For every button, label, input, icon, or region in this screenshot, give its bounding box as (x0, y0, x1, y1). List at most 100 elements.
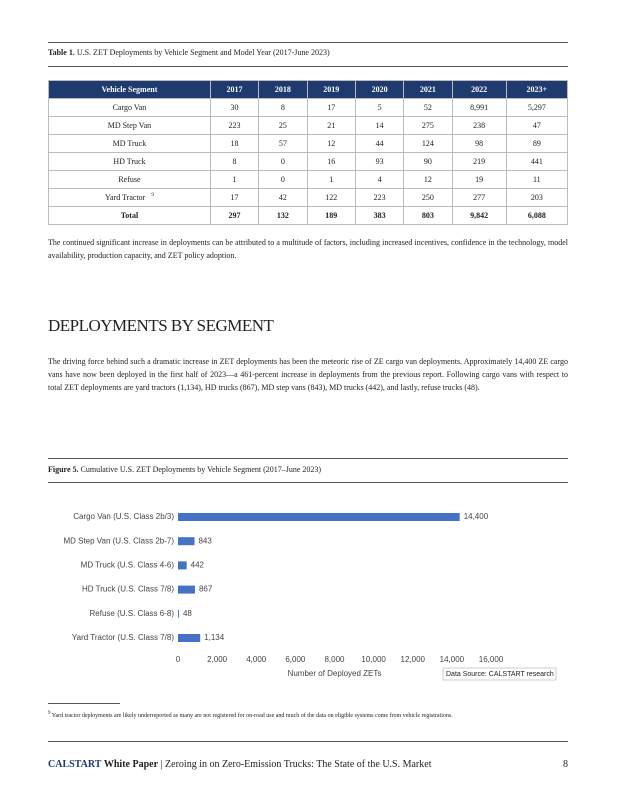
value-label: 843 (198, 536, 212, 545)
x-tick-label: 10,000 (361, 655, 386, 664)
figure-caption: Figure 5. Cumulative U.S. ZET Deployment… (48, 465, 321, 474)
caption-label: Table 1. (48, 48, 75, 57)
segment-cell: HD Truck (48, 152, 211, 171)
bar (178, 513, 460, 521)
y-tick-label: Yard Tractor (U.S. Class 7/8) (72, 633, 174, 642)
segment-cell: Refuse (48, 170, 211, 189)
x-tick-label: 16,000 (479, 655, 504, 664)
value-cell: 5 (354, 98, 405, 117)
value-cell: 5,297 (505, 98, 569, 117)
value-label: 867 (199, 585, 213, 594)
y-tick-label: Refuse (U.S. Class 6-8) (90, 609, 175, 618)
value-cell: 1 (209, 170, 260, 189)
value-cell: 277 (451, 188, 507, 207)
value-cell: 93 (354, 152, 405, 171)
rule (48, 42, 568, 43)
y-tick-label: MD Truck (U.S. Class 4-6) (81, 561, 175, 570)
table-caption: Table 1. U.S. ZET Deployments by Vehicle… (48, 48, 330, 57)
value-cell: 441 (505, 152, 569, 171)
value-cell: 17 (306, 98, 356, 117)
value-cell: 219 (451, 152, 507, 171)
caption-text: U.S. ZET Deployments by Vehicle Segment … (76, 48, 330, 57)
y-tick-label: HD Truck (U.S. Class 7/8) (82, 585, 174, 594)
value-cell: 12 (306, 134, 356, 153)
segment-cell: MD Step Van (48, 116, 211, 135)
rule (48, 741, 568, 742)
segment-name: MD Truck (112, 139, 147, 148)
value-cell: 4 (354, 170, 405, 189)
source-box (442, 667, 557, 681)
table-row: HD Truck 8 0 16 93 90 219 441 (48, 152, 569, 171)
value-cell: 90 (403, 152, 453, 171)
bar (178, 634, 201, 642)
rule (48, 66, 568, 67)
value-cell: 223 (209, 116, 260, 135)
column-header: 2017 (209, 80, 260, 99)
table-row: Cargo Van 30 8 17 5 52 8,991 5,297 (48, 98, 569, 117)
value-cell: 132 (258, 206, 308, 225)
table: Vehicle Segment 2017 2018 2019 2020 2021 2022 2… (48, 80, 569, 225)
value-cell: 47 (505, 116, 569, 135)
value-cell: 223 (354, 188, 405, 207)
value-cell: 14 (354, 116, 405, 135)
value-cell: 11 (505, 170, 569, 189)
value-cell: 6,088 (505, 206, 569, 225)
source: Data Source: CALSTART research (446, 671, 554, 678)
value-cell: 12 (403, 170, 453, 189)
x-tick-label: 6,000 (285, 655, 306, 664)
caption-label: Figure 5. (48, 465, 79, 474)
paragraph-text: The driving force behind such a dramatic… (48, 357, 568, 392)
value-cell: 57 (258, 134, 308, 153)
column-header: 2021 (403, 80, 453, 99)
value-cell: 16 (306, 152, 356, 171)
value-cell: 42 (258, 188, 308, 207)
footnote: 9 Yard tractor deployments are likely un… (48, 709, 568, 721)
column-header: 2019 (306, 80, 356, 99)
x-axis-label: Number of Deployed ZETs (288, 669, 382, 678)
value-cell: 25 (258, 116, 308, 135)
value-cell: 98 (451, 134, 507, 153)
value-cell: 275 (403, 116, 453, 135)
value-cell: 0 (258, 170, 308, 189)
value-cell: 124 (403, 134, 453, 153)
paragraph: The continued significant increase in de… (48, 236, 568, 262)
segment-name: Total (120, 211, 139, 220)
value-cell: 803 (403, 206, 453, 225)
value-cell: 44 (354, 134, 405, 153)
footnote-ref: 9 (151, 193, 154, 199)
value-cell: 250 (403, 188, 453, 207)
value-cell: 189 (306, 206, 356, 225)
x-tick-label: 8,000 (324, 655, 345, 664)
bar (178, 537, 195, 546)
column-header: Vehicle Segment (48, 80, 211, 99)
segment-name: Refuse (118, 175, 141, 184)
value-cell: 8 (209, 152, 260, 171)
value-cell: 30 (209, 98, 260, 117)
footnote-number: 9 (48, 711, 51, 716)
heading: DEPLOYMENTS BY SEGMENT (48, 316, 274, 335)
segment-name: HD Truck (113, 157, 146, 166)
footer-doc-type: White Paper (103, 759, 159, 770)
value-cell: 383 (354, 206, 405, 225)
rule (48, 458, 568, 459)
column-header: 2020 (354, 80, 405, 99)
value-label: 1,134 (204, 633, 225, 642)
table-row: Total 297 132 189 383 803 9,842 6,088 (48, 206, 569, 225)
segment-name: Cargo Van (112, 103, 147, 112)
value-cell: 8 (258, 98, 308, 117)
value-label: 442 (191, 561, 205, 570)
y-tick-label: MD Step Van (U.S. Class 2b-7) (63, 536, 174, 545)
value-label: 48 (183, 609, 192, 618)
value-cell: 0 (258, 152, 308, 171)
x-tick-label: 0 (176, 655, 181, 664)
value-cell: 8,991 (451, 98, 507, 117)
chart: 0 2,000 4,000 6,000 8,000 10,000 12,000 14,000 1… (63, 512, 557, 681)
value-cell: 122 (306, 188, 356, 207)
value-cell: 18 (209, 134, 260, 153)
table-row: MD Truck 18 57 12 44 124 98 89 (48, 134, 569, 153)
value-cell: 17 (209, 188, 260, 207)
y-tick-label: Cargo Van (U.S. Class 2b/3) (73, 512, 174, 521)
segment-name: MD Step Van (107, 121, 152, 130)
value-cell: 9,842 (451, 206, 507, 225)
